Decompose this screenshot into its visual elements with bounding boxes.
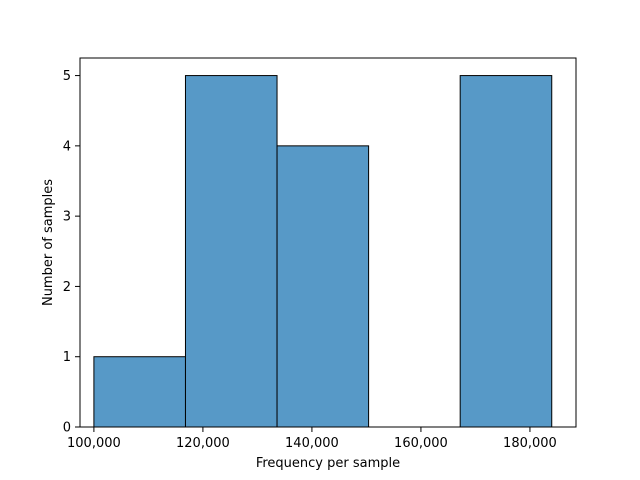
y-tick-label-0: 0: [63, 421, 71, 436]
x-tick-label-2: 140,000: [285, 436, 339, 451]
y-tick-label-4: 4: [63, 139, 71, 154]
x-tick-label-3: 160,000: [394, 436, 448, 451]
y-tick-label-5: 5: [63, 69, 71, 84]
x-tick-label-4: 180,000: [503, 436, 557, 451]
histogram-bar-1: [184, 75, 278, 428]
y-axis-label: Number of samples: [41, 179, 56, 306]
histogram-bar-0: [93, 356, 186, 428]
bars-group: [93, 75, 553, 428]
y-tick-label-1: 1: [63, 350, 71, 365]
plot-area-frame: [79, 57, 577, 428]
x-axis-label: Frequency per sample: [256, 456, 400, 471]
y-tick-label-3: 3: [63, 210, 71, 225]
y-axis-ticks: 0 1 2 3 4 5: [63, 69, 80, 436]
x-tick-label-1: 120,000: [176, 436, 230, 451]
y-tick-label-2: 2: [63, 280, 71, 295]
histogram-bar-2: [276, 145, 370, 428]
x-axis-ticks: 100,000 120,000 140,000 160,000 180,000: [67, 427, 557, 451]
histogram-bar-4: [459, 75, 553, 428]
x-tick-label-0: 100,000: [67, 436, 121, 451]
